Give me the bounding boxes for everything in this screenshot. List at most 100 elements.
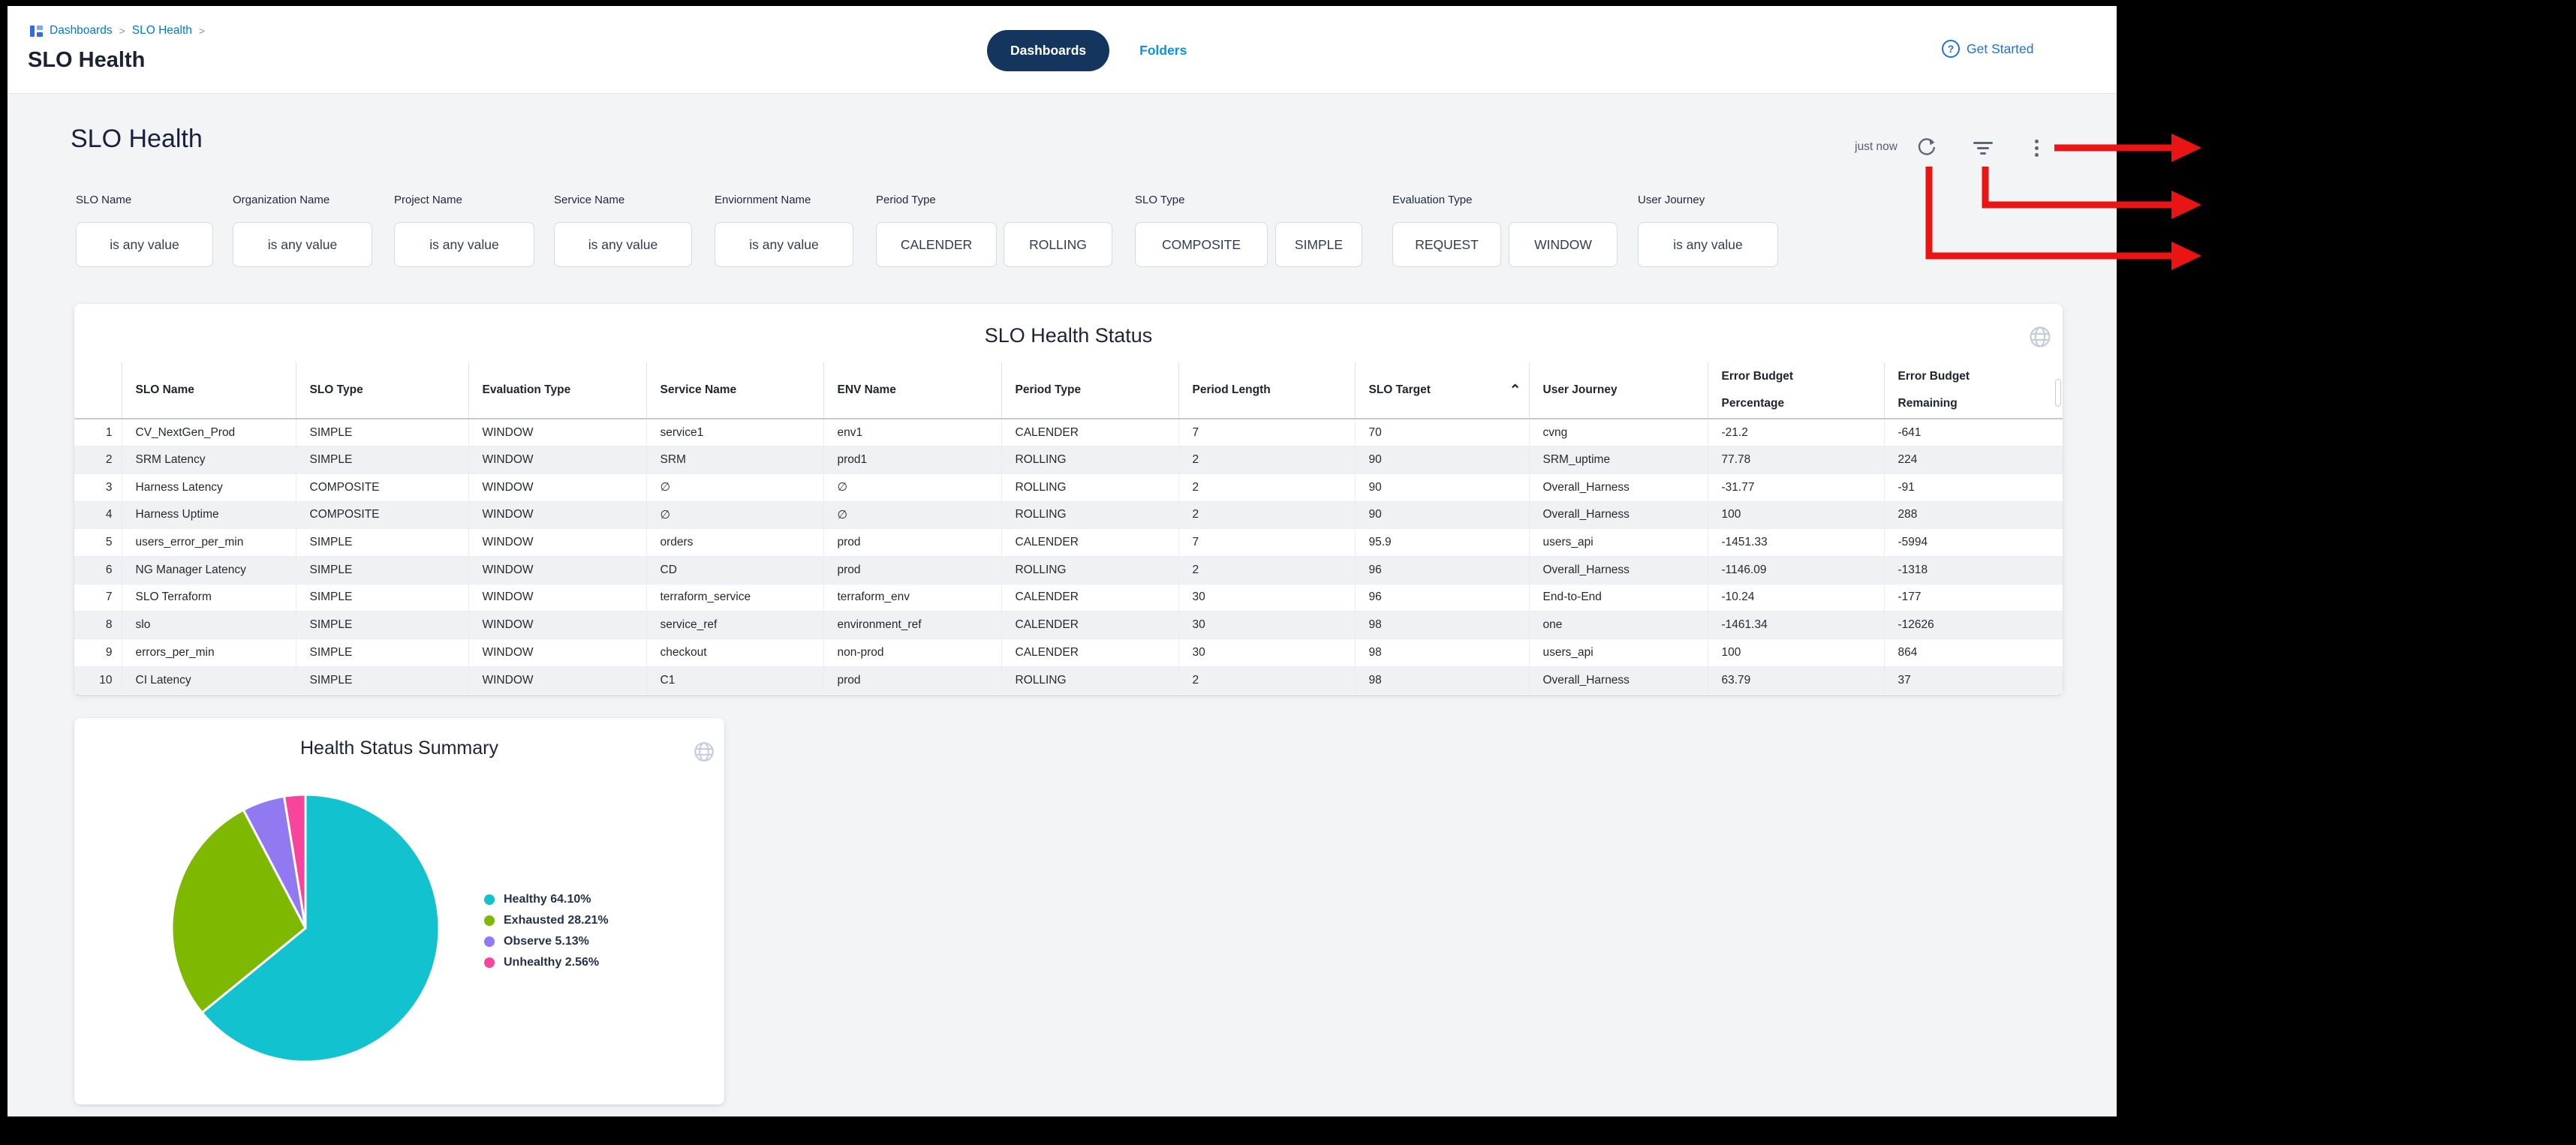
tab-dashboards[interactable]: Dashboards: [987, 30, 1110, 71]
table-cell: CALENDER: [1001, 528, 1178, 557]
col-error-budget-percentage[interactable]: Error Budget Percentage: [1707, 362, 1884, 419]
table-cell: 5: [74, 528, 122, 557]
filter-option-composite[interactable]: COMPOSITE: [1135, 222, 1268, 267]
table-cell: 1: [74, 419, 122, 447]
table-cell: ROLLING: [1001, 666, 1178, 695]
table-cell: 864: [1883, 639, 2063, 667]
table-scrollbar-thumb[interactable]: [2055, 379, 2061, 407]
table-cell: 2: [1178, 473, 1355, 502]
table-cell: prod: [823, 528, 1001, 557]
table-cell: -12626: [1883, 611, 2063, 639]
table-cell: 98: [1354, 666, 1529, 695]
filter-value-service[interactable]: is any value: [554, 222, 692, 267]
filter-option-window[interactable]: WINDOW: [1509, 222, 1618, 267]
refresh-icon[interactable]: [1917, 137, 1937, 161]
col-slo-name[interactable]: SLO Name: [121, 362, 296, 419]
top-bar: Dashboards > SLO Health > SLO Health Das…: [8, 6, 2117, 94]
filter-label-slo-name: SLO Name: [76, 194, 132, 206]
table-cell: ROLLING: [1001, 556, 1178, 585]
table-cell: -21.2: [1707, 419, 1884, 447]
filter-value-project[interactable]: is any value: [394, 222, 534, 267]
annotation-arrowhead: [2171, 242, 2201, 270]
kebab-menu-icon[interactable]: [2033, 138, 2039, 158]
filter-value-user-journey[interactable]: is any value: [1638, 222, 1778, 267]
table-cell: -1146.09: [1707, 556, 1884, 585]
pie-slice-unhealthy[interactable]: [282, 793, 307, 930]
legend-item-unhealthy[interactable]: Unhealthy 2.56%: [484, 955, 609, 970]
col-evaluation-type[interactable]: Evaluation Type: [468, 362, 646, 419]
pie-slice-healthy[interactable]: [200, 793, 441, 1063]
table-cell: 7: [1178, 528, 1355, 557]
col-period-type[interactable]: Period Type: [1001, 362, 1178, 419]
col-error-budget-remaining[interactable]: Error Budget Remaining: [1883, 362, 2063, 419]
table-cell: Harness Latency: [121, 473, 296, 502]
table-cell: WINDOW: [468, 528, 646, 557]
legend-item-exhausted[interactable]: Exhausted 28.21%: [484, 913, 609, 928]
col-env-name[interactable]: ENV Name: [823, 362, 1001, 419]
table-cell: SIMPLE: [295, 639, 468, 667]
table-cell: -1461.34: [1707, 611, 1884, 639]
get-started-label: Get Started: [1967, 41, 2034, 56]
table-cell: 30: [1178, 584, 1355, 612]
table-cell: SIMPLE: [295, 446, 468, 474]
table-cell: CV_NextGen_Prod: [121, 419, 296, 447]
filter-option-calender[interactable]: CALENDER: [876, 222, 997, 267]
filter-option-rolling[interactable]: ROLLING: [1004, 222, 1112, 267]
table-cell: WINDOW: [468, 501, 646, 530]
slo-health-status-card: SLO Health Status SLO Name SLO: [74, 304, 2063, 695]
pie-chart[interactable]: [163, 786, 448, 1071]
table-cell: 96: [1354, 584, 1529, 612]
filter-value-organization[interactable]: is any value: [233, 222, 372, 267]
table-header: SLO Name SLO Type Evaluation Type Servic…: [74, 362, 2063, 419]
filter-value-environment[interactable]: is any value: [715, 222, 853, 267]
globe-icon[interactable]: [691, 739, 717, 768]
breadcrumb-dashboards[interactable]: Dashboards: [50, 24, 113, 37]
table-cell: 2: [1178, 666, 1355, 695]
table-cell: -10.24: [1707, 584, 1884, 612]
col-slo-type[interactable]: SLO Type: [295, 362, 468, 419]
table-cell: ROLLING: [1001, 446, 1178, 474]
health-status-summary-card: Health Status Summary Healthy 64.10% Exh…: [74, 718, 724, 1104]
filter-option-simple[interactable]: SIMPLE: [1275, 222, 1362, 267]
table-cell: 7: [74, 584, 122, 612]
table-cell: SRM Latency: [121, 446, 296, 474]
legend-dot-exhausted: [484, 915, 495, 926]
filter-label-evaluation-type: Evaluation Type: [1392, 194, 1473, 206]
table-cell: WINDOW: [468, 556, 646, 585]
filter-option-request[interactable]: REQUEST: [1392, 222, 1501, 267]
filter-value-slo-name[interactable]: is any value: [76, 222, 213, 267]
legend-item-observe[interactable]: Observe 5.13%: [484, 934, 609, 949]
table-cell: Harness Uptime: [121, 501, 296, 530]
col-slo-target[interactable]: SLO Target ⌃: [1354, 362, 1529, 419]
table-cell: WINDOW: [468, 639, 646, 667]
dashboards-grid-icon[interactable]: [30, 25, 43, 38]
table-cell: SIMPLE: [295, 584, 468, 612]
col-period-length[interactable]: Period Length: [1178, 362, 1355, 419]
breadcrumb-separator: >: [198, 25, 206, 37]
table-cell: users_api: [1528, 639, 1708, 667]
table-cell: non-prod: [823, 639, 1001, 667]
slo-health-status-table: SLO Name SLO Type Evaluation Type Servic…: [74, 362, 2063, 695]
table-cell: SIMPLE: [295, 556, 468, 585]
tab-folders[interactable]: Folders: [1139, 43, 1187, 58]
filter-icon[interactable]: [1973, 140, 1993, 155]
table-cell: End-to-End: [1528, 584, 1708, 612]
globe-icon[interactable]: [2027, 323, 2054, 354]
breadcrumb-separator: >: [119, 25, 125, 37]
table-cell: SRM: [646, 446, 823, 474]
table-cell: environment_ref: [823, 611, 1001, 639]
breadcrumb-slo-health[interactable]: SLO Health: [131, 24, 192, 37]
col-user-journey[interactable]: User Journey: [1528, 362, 1708, 419]
table-cell: 7: [1178, 419, 1355, 447]
table-cell: 224: [1883, 446, 2063, 474]
get-started-link[interactable]: ? Get Started: [1942, 40, 2034, 58]
table-cell: 90: [1354, 501, 1529, 530]
pie-slice-exhausted[interactable]: [170, 808, 307, 1014]
table-cell: 96: [1354, 556, 1529, 585]
legend-item-healthy[interactable]: Healthy 64.10%: [484, 892, 609, 907]
table-cell: WINDOW: [468, 611, 646, 639]
table-cell: 2: [1178, 446, 1355, 474]
col-service-name[interactable]: Service Name: [646, 362, 823, 419]
table-cell: CALENDER: [1001, 611, 1178, 639]
dashboard-title: SLO Health: [71, 125, 203, 153]
